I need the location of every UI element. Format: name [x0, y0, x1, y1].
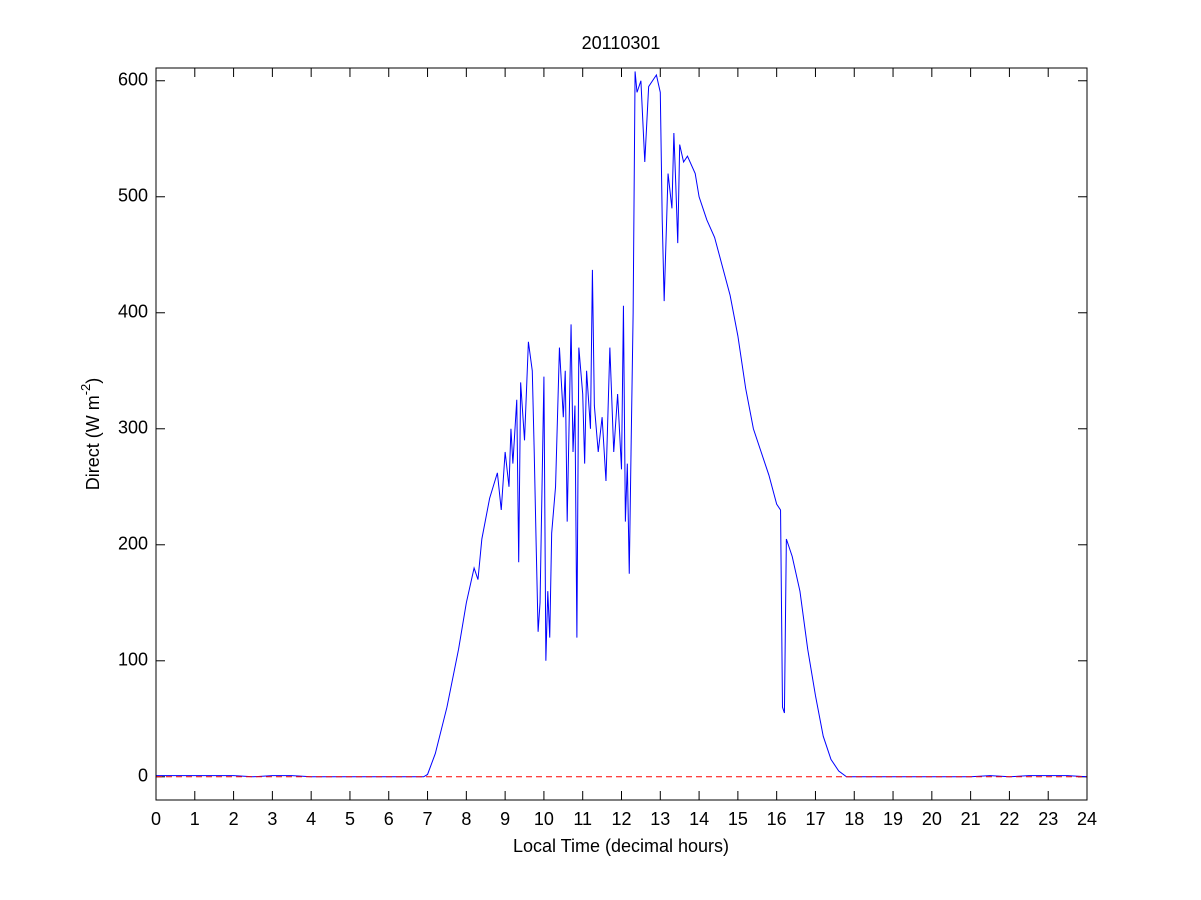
- plot-frame: [155, 67, 1088, 801]
- y-tick-label: 400: [118, 302, 148, 322]
- x-tick-label: 14: [689, 809, 709, 829]
- x-tick-label: 13: [650, 809, 670, 829]
- x-tick-label: 8: [461, 809, 471, 829]
- x-tick-label: 20: [922, 809, 942, 829]
- x-tick-label: 5: [345, 809, 355, 829]
- x-tick-label: 2: [229, 809, 239, 829]
- y-tick-label: 100: [118, 650, 148, 670]
- x-tick-label: 15: [728, 809, 748, 829]
- x-tick-label: 11: [573, 809, 592, 829]
- y-axis-label: Direct (W m-2): [78, 378, 102, 491]
- x-tick-label: 1: [190, 809, 200, 829]
- x-tick-label: 22: [999, 809, 1019, 829]
- x-tick-label: 21: [961, 809, 981, 829]
- y-axis-label-main: Direct (W m: [83, 395, 103, 490]
- x-tick-label: 3: [267, 809, 277, 829]
- x-tick-label: 9: [500, 809, 510, 829]
- x-tick-label: 12: [611, 809, 631, 829]
- y-axis-label-sup: -2: [78, 384, 93, 396]
- y-tick-label: 300: [118, 418, 148, 438]
- data-line: [156, 71, 1088, 778]
- y-tick-label: 600: [118, 70, 148, 90]
- x-tick-label: 23: [1038, 809, 1058, 829]
- x-tick-label: 17: [805, 809, 825, 829]
- x-tick-label: 0: [151, 809, 161, 829]
- chart-title: 20110301: [582, 33, 661, 53]
- y-tick-label: 200: [118, 534, 148, 554]
- x-tick-label: 4: [306, 809, 316, 829]
- x-axis-label: Local Time (decimal hours): [513, 836, 729, 856]
- y-tick-label: 500: [118, 186, 148, 206]
- y-tick-label: 0: [138, 766, 148, 786]
- x-tick-label: 7: [423, 809, 433, 829]
- x-tick-label: 19: [883, 809, 903, 829]
- y-axis-label-end: ): [83, 378, 103, 384]
- x-tick-label: 6: [384, 809, 394, 829]
- x-tick-label: 10: [534, 809, 554, 829]
- x-tick-label: 24: [1077, 809, 1097, 829]
- x-tick-label: 16: [767, 809, 787, 829]
- x-tick-label: 18: [844, 809, 864, 829]
